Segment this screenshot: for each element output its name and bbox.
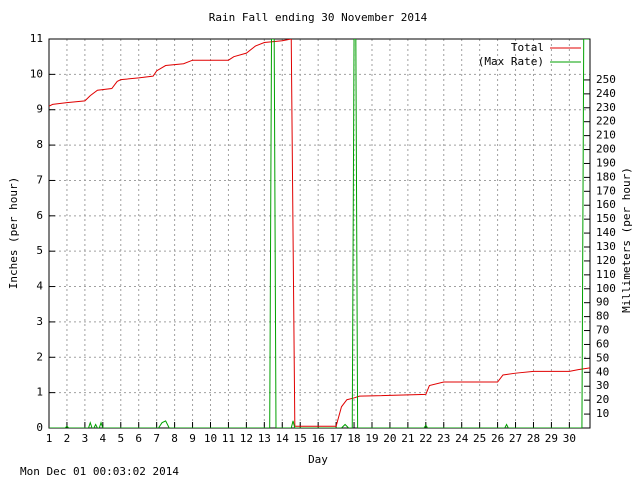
y2-tick-label: 210 [596,129,616,142]
x-tick-label: 26 [491,432,504,445]
x-tick-label: 11 [222,432,235,445]
x-tick-label: 24 [455,432,469,445]
y2-tick-label: 150 [596,212,616,225]
y-tick-label: 7 [36,173,43,186]
y2-tick-label: 220 [596,115,616,128]
x-tick-label: 30 [563,432,576,445]
y-tick-label: 8 [36,138,43,151]
x-tick-label: 16 [312,432,325,445]
y-tick-label: 0 [36,421,43,434]
y2-tick-label: 30 [596,379,609,392]
x-tick-label: 15 [294,432,307,445]
y-tick-label: 9 [36,103,43,116]
y2-tick-label: 190 [596,156,616,169]
y2-tick-label: 230 [596,101,616,114]
legend-label: (Max Rate) [478,55,544,68]
y-tick-label: 10 [30,67,43,80]
x-tick-label: 17 [329,432,342,445]
x-tick-label: 29 [545,432,558,445]
y2-tick-label: 60 [596,337,609,350]
y2-axis-label: Millimeters (per hour) [620,167,633,313]
x-tick-label: 28 [527,432,540,445]
x-tick-label: 5 [117,432,124,445]
y2-tick-label: 250 [596,73,616,86]
y2-tick-label: 160 [596,198,616,211]
x-tick-label: 25 [473,432,486,445]
y2-tick-label: 10 [596,407,609,420]
y2-tick-label: 110 [596,268,616,281]
x-tick-label: 1 [46,432,53,445]
y2-tick-label: 200 [596,143,616,156]
x-tick-label: 2 [64,432,71,445]
series-line [49,39,590,427]
y-tick-label: 11 [30,32,43,45]
y2-tick-label: 130 [596,240,616,253]
x-tick-label: 18 [347,432,360,445]
y2-tick-label: 50 [596,351,609,364]
x-tick-label: 8 [171,432,178,445]
y-tick-label: 5 [36,244,43,257]
x-tick-label: 12 [240,432,253,445]
y-tick-label: 4 [36,280,43,293]
x-tick-label: 20 [383,432,396,445]
x-tick-label: 13 [258,432,271,445]
x-tick-label: 27 [509,432,522,445]
x-axis-label: Day [308,453,328,466]
x-tick-label: 7 [153,432,160,445]
y2-tick-label: 20 [596,393,609,406]
x-tick-label: 19 [365,432,378,445]
y2-tick-label: 180 [596,170,616,183]
plot-area [49,39,590,428]
x-tick-label: 6 [135,432,142,445]
y2-tick-label: 140 [596,226,616,239]
y-tick-label: 6 [36,209,43,222]
y2-tick-label: 170 [596,184,616,197]
x-tick-label: 14 [276,432,290,445]
y2-tick-label: 40 [596,365,609,378]
y-tick-label: 3 [36,315,43,328]
plot-border [48,38,591,429]
chart-title: Rain Fall ending 30 November 2014 [209,11,428,24]
y2-tick-label: 100 [596,282,616,295]
y2-tick-label: 70 [596,324,609,337]
x-tick-label: 21 [401,432,414,445]
x-tick-label: 10 [204,432,217,445]
y2-tick-label: 90 [596,296,609,309]
y2-tick-label: 80 [596,310,609,323]
y-axis-label: Inches (per hour) [7,177,20,290]
timestamp: Mon Dec 01 00:03:02 2014 [20,465,179,478]
x-tick-label: 9 [189,432,196,445]
x-tick-label: 22 [419,432,432,445]
y-tick-label: 2 [36,350,43,363]
y-tick-label: 1 [36,386,43,399]
series-line [49,39,590,428]
y2-tick-label: 240 [596,87,616,100]
x-tick-label: 23 [437,432,450,445]
legend-label: Total [511,41,544,54]
y2-tick-label: 120 [596,254,616,267]
x-tick-label: 3 [82,432,89,445]
x-tick-label: 4 [100,432,107,445]
